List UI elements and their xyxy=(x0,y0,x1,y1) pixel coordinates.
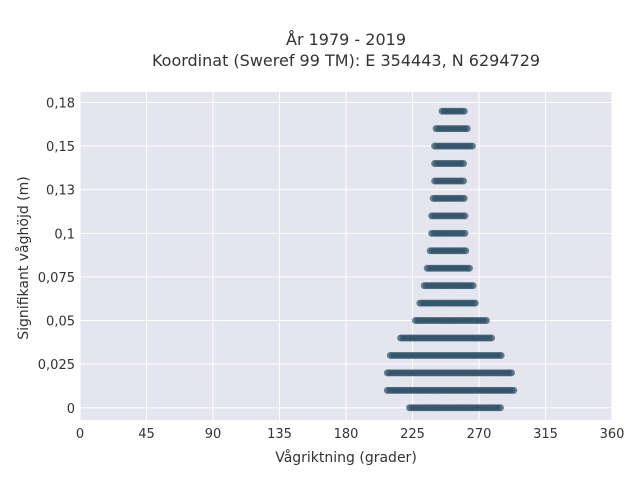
data-point xyxy=(465,264,473,272)
data-point xyxy=(471,299,479,307)
data-point xyxy=(459,160,467,168)
y-tick-label: 0,05 xyxy=(46,315,75,330)
x-axis-title: Vågriktning (grader) xyxy=(275,449,417,466)
data-point xyxy=(460,194,468,202)
x-tick-label: 225 xyxy=(400,427,425,442)
chart-title: År 1979 - 2019 xyxy=(286,30,406,49)
data-point xyxy=(497,351,505,359)
x-tick-label: 180 xyxy=(334,427,359,442)
data-point xyxy=(508,369,516,377)
y-tick-label: 0,1 xyxy=(54,227,75,242)
x-tick-label: 315 xyxy=(533,427,558,442)
y-tick-label: 0,18 xyxy=(46,96,75,111)
y-tick-label: 0,15 xyxy=(46,140,75,155)
data-points xyxy=(383,107,518,412)
y-tick-label: 0,025 xyxy=(38,358,75,373)
data-point xyxy=(488,334,496,342)
data-point xyxy=(469,282,477,290)
data-point xyxy=(496,404,504,412)
y-axis-ticks: 0 0,025 0,05 0,075 0,1 0,13 0,15 0,18 xyxy=(38,96,75,416)
x-tick-label: 90 xyxy=(205,427,222,442)
data-point xyxy=(463,125,471,133)
x-tick-label: 45 xyxy=(138,427,155,442)
data-point xyxy=(459,177,467,185)
x-tick-label: 0 xyxy=(76,427,84,442)
y-axis-title: Signifikant våghöjd (m) xyxy=(15,176,32,339)
chart-subtitle: Koordinat (Sweref 99 TM): E 354443, N 62… xyxy=(152,51,540,70)
data-point xyxy=(482,317,490,325)
y-tick-label: 0,13 xyxy=(46,184,75,199)
data-point xyxy=(461,212,469,220)
data-point xyxy=(460,107,468,115)
data-point xyxy=(510,386,518,394)
y-tick-label: 0 xyxy=(67,402,75,417)
x-tick-label: 270 xyxy=(467,427,492,442)
data-point xyxy=(461,229,469,237)
x-tick-label: 360 xyxy=(600,427,625,442)
data-point xyxy=(462,247,470,255)
gridlines xyxy=(79,92,613,420)
x-tick-label: 135 xyxy=(267,427,292,442)
data-point xyxy=(468,142,476,150)
x-axis-ticks: 0 45 90 135 180 225 270 315 360 xyxy=(76,427,625,442)
y-tick-label: 0,075 xyxy=(38,271,75,286)
